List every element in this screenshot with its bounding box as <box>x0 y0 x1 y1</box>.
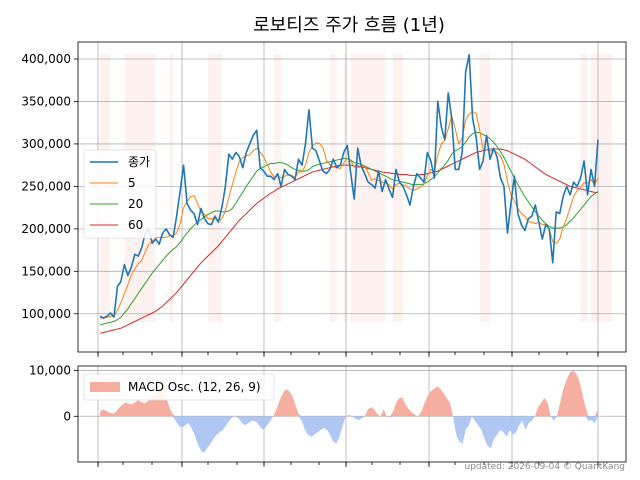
macd-legend-label: MACD Osc. (12, 26, 9) <box>128 380 261 394</box>
price-panel-frame <box>77 41 627 353</box>
macd-series <box>100 370 598 453</box>
price-y-tick-label: 100,000 <box>21 307 71 321</box>
shaded-band <box>392 54 403 322</box>
shaded-band <box>274 54 282 322</box>
macd-legend-box <box>83 373 275 401</box>
price-series <box>99 53 599 334</box>
shaded-band <box>580 54 588 322</box>
series-line-ma5 <box>100 111 599 319</box>
macd-x-ticks <box>97 462 599 467</box>
macd-y-ticks: 0 10,000 <box>29 364 78 423</box>
legend-label-ma20: 20 <box>128 197 143 211</box>
macd-legend: MACD Osc. (12, 26, 9) <box>83 373 275 401</box>
series-line-ma60 <box>99 148 598 334</box>
price-y-ticks: 100,000 150,000 200,000 250,000 300,000 350,0… <box>21 52 78 321</box>
shaded-band <box>343 54 348 322</box>
price-x-ticks <box>97 352 599 357</box>
legend-label-ma5: 5 <box>128 176 136 190</box>
legend-label-ma60: 60 <box>128 218 143 232</box>
legend-label-close: 종가 <box>128 155 150 169</box>
shaded-bands <box>100 54 612 322</box>
credit-text: updated: 2026-09-04 © QuantKang <box>464 462 625 472</box>
price-y-tick-label: 300,000 <box>21 137 71 151</box>
macd-negative-area <box>100 416 598 453</box>
price-y-tick-label: 400,000 <box>21 52 71 66</box>
macd-panel: 0 10,000 <box>29 364 627 467</box>
shaded-band <box>591 54 612 322</box>
shaded-band <box>479 54 491 322</box>
price-y-tick-label: 150,000 <box>21 264 71 278</box>
price-y-tick-label: 350,000 <box>21 94 71 108</box>
macd-positive-area <box>100 370 598 417</box>
shaded-band <box>169 54 174 322</box>
macd-y-tick-label: 10,000 <box>29 364 71 378</box>
price-y-tick-label: 250,000 <box>21 179 71 193</box>
price-y-tick-label: 200,000 <box>21 222 71 236</box>
chart-title: 로보티즈 주가 흐름 (1년) <box>253 15 445 36</box>
shaded-band <box>207 54 222 322</box>
macd-panel-frame <box>77 365 627 463</box>
shaded-band <box>350 54 386 322</box>
legend-box <box>83 149 157 239</box>
price-panel: 100,000 150,000 200,000 250,000 300,000 350,0… <box>21 41 627 357</box>
macd-y-tick-label: 0 <box>63 409 71 423</box>
shaded-band <box>329 54 337 322</box>
series-line-close <box>99 53 599 319</box>
macd-legend-swatch <box>90 382 120 392</box>
price-legend: 종가 5 20 60 <box>83 149 157 239</box>
